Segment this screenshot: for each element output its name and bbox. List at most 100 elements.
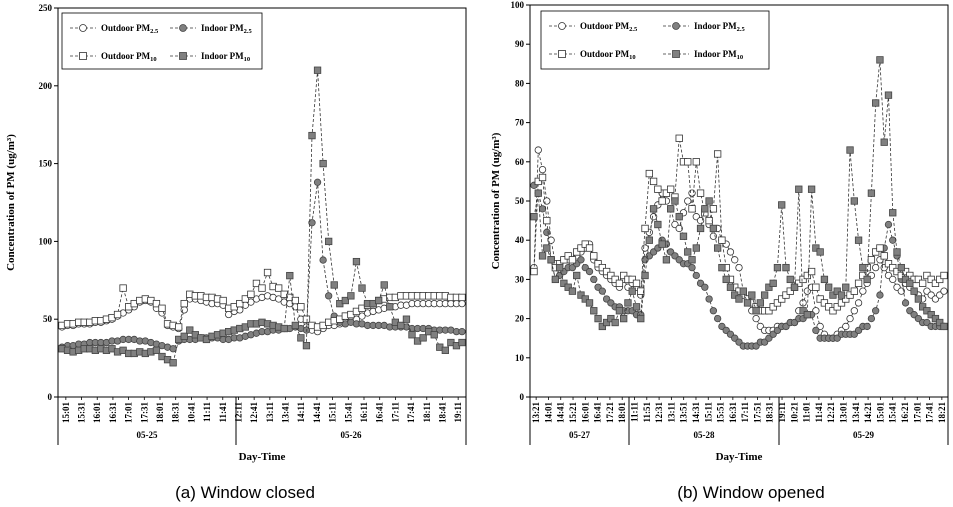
data-point <box>773 299 782 307</box>
legend-swatch-marker <box>179 24 187 32</box>
data-point <box>927 275 935 284</box>
data-point <box>615 279 624 287</box>
data-point <box>850 287 858 295</box>
y-tick-label: 0 <box>520 392 525 402</box>
data-point <box>735 295 743 303</box>
x-axis-title: Day-Time <box>239 451 286 463</box>
x-tick-label: 16:01 <box>580 402 590 423</box>
data-point <box>645 169 653 178</box>
data-point <box>837 291 846 299</box>
data-point <box>884 260 893 268</box>
data-point <box>568 287 577 295</box>
day-label: 05-29 <box>853 430 874 440</box>
data-point <box>765 307 773 315</box>
legend-label: Indoor PM2.5 <box>201 23 252 35</box>
data-point <box>769 279 777 287</box>
data-point <box>291 296 299 305</box>
legend-swatch-marker <box>558 50 566 58</box>
data-point <box>743 299 752 307</box>
y-tick-label: 80 <box>515 78 525 88</box>
data-point <box>530 213 538 221</box>
x-tick-label: 18:01 <box>617 402 627 423</box>
data-point <box>667 205 675 213</box>
data-point <box>927 311 935 319</box>
data-point <box>419 334 427 342</box>
data-point <box>803 311 811 319</box>
data-point <box>884 91 893 99</box>
data-point <box>386 303 394 311</box>
data-point <box>867 314 876 323</box>
data-point <box>637 287 645 295</box>
x-tick-label: 12:11 <box>233 402 243 423</box>
data-point <box>658 197 666 205</box>
data-point <box>258 284 266 292</box>
x-tick-label: 13:51 <box>679 402 689 423</box>
x-tick-label: 17:01 <box>912 402 922 423</box>
data-point <box>914 295 923 303</box>
data-point <box>803 271 811 280</box>
data-point <box>530 267 538 276</box>
data-point <box>169 345 177 353</box>
data-point <box>688 205 696 213</box>
data-point <box>795 185 803 193</box>
y-tick-label: 100 <box>511 0 525 10</box>
data-point <box>696 216 705 225</box>
data-point <box>113 310 122 319</box>
data-point <box>641 244 649 252</box>
data-point <box>709 232 718 240</box>
data-point <box>302 342 311 350</box>
data-point <box>713 150 722 158</box>
x-tick-label: 16:21 <box>900 402 910 423</box>
data-point <box>829 291 837 299</box>
legend-swatch-marker <box>672 50 680 58</box>
data-point <box>705 197 713 205</box>
data-point <box>940 322 948 331</box>
x-tick-label: 14:11 <box>296 402 306 423</box>
data-point <box>568 256 577 264</box>
data-point <box>701 205 709 213</box>
data-point <box>180 332 188 340</box>
data-point <box>739 287 747 295</box>
data-point <box>901 267 910 276</box>
data-point <box>825 283 833 291</box>
data-point <box>786 275 794 284</box>
data-point <box>573 271 581 280</box>
data-point <box>936 318 944 327</box>
data-point <box>833 287 841 295</box>
x-tick-label: 17:01 <box>124 402 134 423</box>
data-point <box>931 279 940 287</box>
data-point <box>236 299 244 308</box>
data-point <box>538 252 547 260</box>
series-indoor-pm10 <box>58 66 466 367</box>
x-tick-label: 13:41 <box>281 402 291 423</box>
data-point <box>607 314 615 323</box>
y-tick-label: 90 <box>515 39 525 49</box>
data-point <box>620 314 628 323</box>
data-point <box>726 248 735 256</box>
data-point <box>241 295 249 303</box>
legend: Outdoor PM2.5 Indoor PM2.5 Outdoor PM10 Ind… <box>540 10 770 70</box>
data-point <box>859 263 867 272</box>
data-point <box>585 244 594 252</box>
data-point <box>641 271 649 280</box>
data-point <box>901 299 910 307</box>
data-point <box>590 307 598 315</box>
data-point <box>799 275 807 284</box>
data-point <box>555 263 564 272</box>
data-point <box>375 296 383 305</box>
x-tick-label: 15:01 <box>875 402 885 423</box>
y-tick-label: 150 <box>39 159 53 169</box>
x-tick-label: 14:41 <box>312 402 322 423</box>
data-point <box>313 178 322 186</box>
y-tick-label: 60 <box>515 157 525 167</box>
data-point <box>906 271 914 280</box>
data-point <box>748 291 756 299</box>
data-point <box>850 307 858 315</box>
data-point <box>620 271 628 280</box>
data-point <box>709 205 718 213</box>
data-point <box>598 322 606 331</box>
data-point <box>441 346 449 354</box>
data-point <box>799 307 807 315</box>
data-point <box>662 189 671 197</box>
data-point <box>718 236 726 244</box>
